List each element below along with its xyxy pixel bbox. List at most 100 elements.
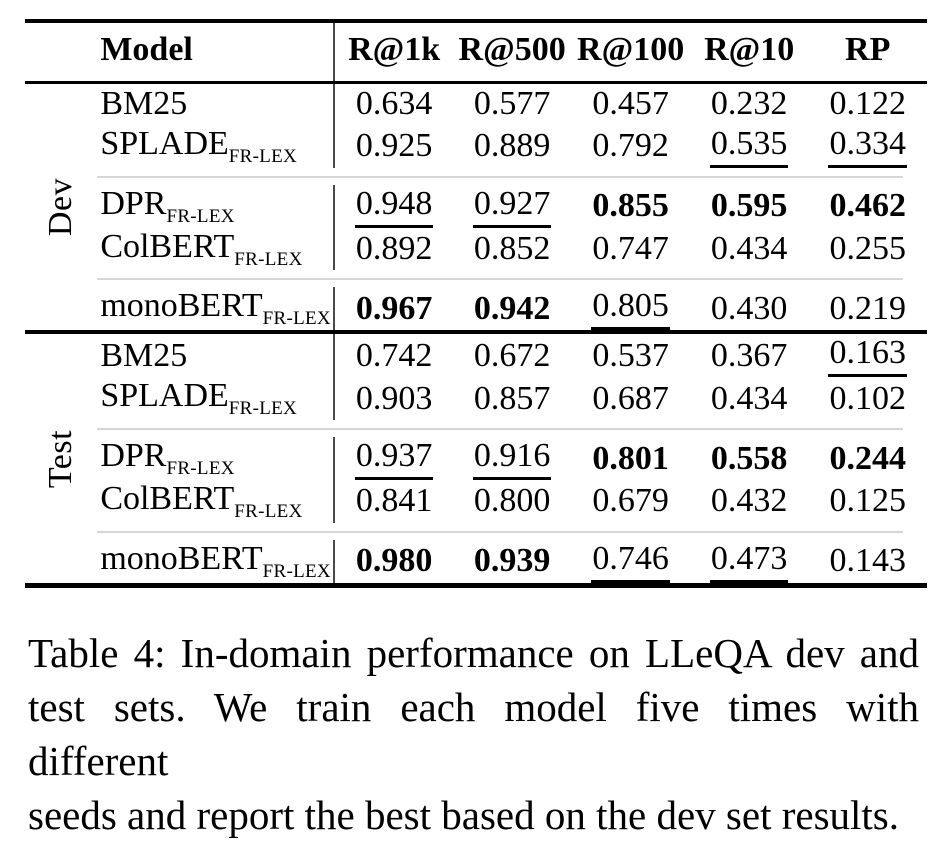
value-text: 0.163 (828, 334, 907, 378)
value-text: 0.903 (355, 379, 433, 417)
model-subscript: FR-LEX (228, 398, 298, 420)
section-label-column-header (25, 21, 98, 84)
metric-value: 0.634 (334, 83, 453, 125)
table-row: monoBERTFR-LEX 0.980 0.939 0.746 0.473 0.143 (25, 539, 927, 586)
metric-value: 0.937 (334, 437, 453, 481)
value-text: 0.792 (592, 127, 669, 164)
section-label-text: Test (42, 429, 80, 488)
column-header-rp: RP (808, 21, 927, 84)
metric-value: 0.255 (808, 228, 927, 271)
table-row: SPLADEFR-LEX 0.903 0.857 0.687 0.434 0.102 (25, 377, 927, 421)
value-text: 0.558 (710, 439, 788, 477)
value-text: 0.255 (829, 229, 906, 267)
column-header-r-100: R@100 (571, 21, 690, 84)
group-separator-row (25, 270, 927, 287)
section-label-test: Test (25, 330, 98, 586)
metric-value: 0.219 (808, 287, 927, 332)
metric-value: 0.143 (808, 540, 927, 586)
model-subscript: FR-LEX (166, 457, 235, 479)
metric-value: 0.434 (690, 228, 809, 271)
metric-value: 0.232 (690, 83, 809, 125)
model-subscript: FR-LEX (228, 145, 298, 167)
value-text: 0.746 (591, 540, 670, 583)
value-text: 0.535 (709, 125, 789, 168)
metric-value: 0.747 (571, 228, 690, 271)
value-text: 0.927 (472, 185, 552, 228)
metric-value: 0.967 (334, 287, 453, 332)
section-label-dev: Dev (25, 83, 97, 333)
value-text: 0.916 (472, 437, 552, 481)
value-text: 0.889 (473, 127, 551, 164)
metric-value: 0.434 (690, 377, 809, 420)
metric-value: 0.537 (571, 330, 690, 378)
metric-value: 0.927 (453, 185, 572, 228)
section-dev: Dev BM25 0.634 0.577 0.457 0.232 0.122 SPLADEFR… (25, 82, 927, 333)
value-text: 0.457 (592, 85, 669, 123)
light-rule (97, 175, 903, 178)
model-name: monoBERTFR-LEX (97, 287, 336, 333)
section-test: Test BM25 0.742 0.672 0.537 0.367 0.163 SPLADEF… (25, 330, 927, 586)
metric-value: 0.980 (334, 540, 453, 586)
metric-value: 0.102 (808, 377, 927, 420)
table-row: DPRFR-LEX 0.937 0.916 0.801 0.558 0.244 (25, 437, 927, 481)
metric-value: 0.939 (453, 540, 572, 586)
light-rule (97, 428, 903, 431)
value-text: 0.805 (591, 287, 670, 331)
caption-line-1: Table 4: In-domain performance on LLeQA … (28, 629, 919, 676)
model-name: BM25 (97, 330, 336, 378)
metric-value: 0.925 (334, 125, 453, 168)
value-text: 0.434 (710, 229, 788, 267)
model-name: ColBERTFR-LEX (97, 227, 336, 271)
group-separator-row (25, 168, 927, 185)
results-table: Model R@1k R@500 R@100 R@10 RP Dev BM25 0.634 0… (25, 19, 927, 588)
value-text: 0.980 (355, 542, 433, 580)
metric-value: 0.852 (453, 228, 572, 271)
metric-value: 0.892 (334, 228, 453, 271)
value-text: 0.687 (592, 379, 669, 417)
model-subscript: FR-LEX (166, 205, 235, 227)
metric-value: 0.742 (334, 330, 453, 378)
metric-value: 0.801 (571, 437, 690, 480)
metric-value: 0.679 (571, 480, 690, 523)
table-row: SPLADEFR-LEX 0.925 0.889 0.792 0.535 0.334 (25, 124, 927, 168)
metric-value: 0.841 (334, 480, 453, 523)
table-header: Model R@1k R@500 R@100 R@10 RP (25, 21, 927, 84)
model-name: monoBERTFR-LEX (97, 539, 336, 586)
value-text: 0.143 (829, 542, 906, 580)
table-row: DPRFR-LEX 0.948 0.927 0.855 0.595 0.462 (25, 184, 927, 228)
value-text: 0.219 (829, 289, 906, 327)
metric-value: 0.457 (571, 83, 690, 125)
table-caption: Table 4: In-domain performance on LLeQA … (28, 626, 919, 842)
value-text: 0.232 (710, 85, 788, 123)
group-separator-cell (97, 420, 927, 437)
metric-value: 0.432 (690, 480, 809, 523)
value-text: 0.857 (473, 379, 551, 417)
value-text: 0.125 (829, 482, 906, 520)
model-subscript: FR-LEX (262, 308, 331, 330)
metric-value: 0.948 (334, 185, 453, 228)
metric-value: 0.687 (571, 377, 690, 420)
metric-value: 0.334 (808, 125, 927, 168)
table-row: Dev BM25 0.634 0.577 0.457 0.232 0.122 (25, 82, 927, 236)
metric-value: 0.125 (808, 480, 927, 523)
model-name: BM25 (97, 82, 336, 125)
value-text: 0.672 (473, 336, 551, 374)
model-subscript: FR-LEX (234, 500, 303, 522)
group-separator-cell (97, 523, 927, 540)
metric-value: 0.903 (334, 377, 453, 420)
value-text: 0.432 (710, 482, 788, 520)
value-text: 0.679 (592, 482, 669, 520)
metric-value: 0.577 (453, 83, 572, 125)
metric-value: 0.916 (453, 437, 572, 481)
table-row: ColBERTFR-LEX 0.892 0.852 0.747 0.434 0.255 (25, 227, 927, 271)
value-text: 0.801 (592, 439, 669, 477)
value-text: 0.102 (829, 379, 906, 417)
model-subscript: FR-LEX (234, 248, 303, 270)
model-name: SPLADEFR-LEX (97, 124, 336, 168)
model-name: ColBERTFR-LEX (97, 480, 336, 523)
header-row: Model R@1k R@500 R@100 R@10 RP (25, 21, 927, 84)
metric-value: 0.367 (689, 330, 809, 378)
value-text: 0.800 (473, 482, 551, 520)
value-text: 0.462 (829, 187, 906, 224)
metric-value: 0.558 (690, 437, 809, 480)
